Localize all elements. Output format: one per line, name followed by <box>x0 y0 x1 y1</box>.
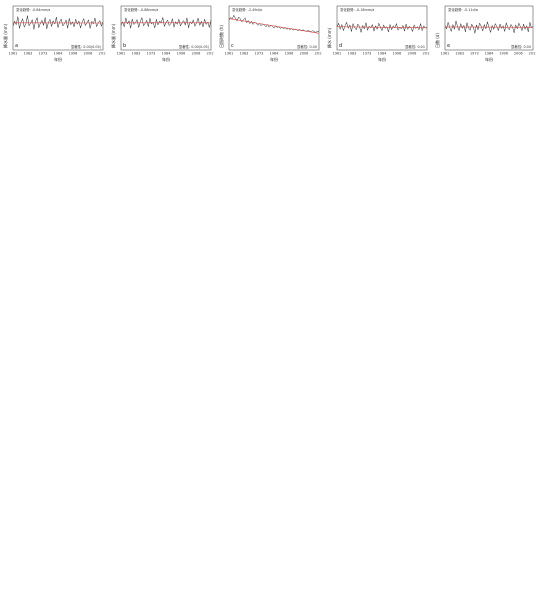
chart-svg-r1c3: 1961 1983 1973 1984 1996 2006 2017 变化趋势: -2.49d… <box>225 5 322 56</box>
trend-annotation: 变化趋势: -0.18mm/a <box>340 7 374 12</box>
x-tick-label: 1983 <box>240 52 249 56</box>
series-line <box>120 16 212 29</box>
x-tick-label: 1996 <box>285 52 294 56</box>
significance-annotation: 显著性: 0.00 <box>297 44 317 49</box>
significance-annotation: 显著性: 0.01 <box>405 44 425 49</box>
trend-annotation: 变化趋势: -0.84mm/a <box>16 7 50 12</box>
chart-panel-r1c2: 1961 1983 1973 1984 1996 2006 2017 变化趋势: -0.88m… <box>110 3 214 63</box>
trend-annotation: 变化趋势: -0.11d/a <box>448 7 478 12</box>
x-tick-label: 1983 <box>132 52 141 56</box>
x-axis-label: 年份 <box>485 57 493 62</box>
x-tick-label: 1973 <box>470 52 479 56</box>
significance-annotation: 显著性: 0.00(0.05) <box>71 44 102 49</box>
x-tick-label: 1984 <box>378 52 387 56</box>
panel-label: c <box>231 43 234 49</box>
x-tick-label: 1973 <box>147 52 156 56</box>
x-tick-label: 2017 <box>207 52 214 56</box>
x-tick-label: 1961 <box>333 52 342 56</box>
x-tick-label: 2017 <box>99 52 106 56</box>
series-line <box>12 15 104 30</box>
chart-panel-r1c5: 1961 1983 1973 1984 1996 2006 2017 变化趋势: -0.11d… <box>434 3 536 63</box>
x-tick-label: 1984 <box>485 52 494 56</box>
x-tick-label: 1996 <box>177 52 186 56</box>
x-tick-label: 1983 <box>348 52 357 56</box>
x-tick-label: 1973 <box>255 52 264 56</box>
panel-label: e <box>447 43 451 49</box>
trend-annotation: 变化趋势: -2.49d/a <box>232 7 262 12</box>
series-line <box>228 14 320 33</box>
panel-label: a <box>15 43 19 49</box>
x-tick-label: 1984 <box>162 52 171 56</box>
x-tick-label: 2017 <box>423 52 430 56</box>
chart-svg-r1c5: 1961 1983 1973 1984 1996 2006 2017 变化趋势: -0.11d… <box>441 5 536 56</box>
plot-frame <box>336 5 428 51</box>
x-tick-label: 2006 <box>84 52 93 56</box>
y-axis-label: 日数 (d) <box>435 33 440 48</box>
trend-line <box>336 26 428 29</box>
x-tick-label: 2017 <box>315 52 322 56</box>
panel-label: d <box>339 43 343 49</box>
chart-svg-r1c4: 1961 1983 1973 1984 1996 2006 2017 变化趋势: -0.18m… <box>333 5 430 56</box>
x-tick-label: 2006 <box>408 52 417 56</box>
trend-line <box>228 18 320 34</box>
chart-panel-r1c4: 1961 1983 1973 1984 1996 2006 2017 变化趋势: -0.18m… <box>326 3 430 63</box>
x-tick-label: 1983 <box>455 52 464 56</box>
chart-svg-r1c2: 1961 1983 1973 1984 1996 2006 2017 变化趋势: -0.88m… <box>117 5 214 56</box>
x-tick-label: 1984 <box>270 52 279 56</box>
chart-panel-r1c3: 1961 1983 1973 1984 1996 2006 2017 变化趋势: -2.49d… <box>218 3 322 63</box>
x-axis-label: 年份 <box>162 57 170 62</box>
x-tick-label: 1961 <box>225 52 234 56</box>
x-tick-label: 2006 <box>192 52 201 56</box>
chart-panel-r1c1: 1961 1983 1973 1984 1996 2006 2017 变化趋势: -0.84m… <box>2 3 106 63</box>
series-line <box>444 20 534 34</box>
x-axis-label: 年份 <box>270 57 278 62</box>
y-axis-label: 降水量 (mm) <box>111 23 116 48</box>
x-tick-label: 2017 <box>529 52 536 56</box>
plot-frame <box>228 5 320 51</box>
x-tick-label: 1984 <box>54 52 63 56</box>
x-tick-label: 1973 <box>39 52 48 56</box>
plot-frame <box>120 5 212 51</box>
series-line <box>336 21 428 33</box>
significance-annotation: 显著性: 0.00 <box>511 44 531 49</box>
x-tick-label: 2006 <box>514 52 523 56</box>
y-axis-label: 日照时数 (h) <box>219 25 224 48</box>
y-axis-label: 降水 (mm) <box>327 27 332 48</box>
plot-frame <box>444 5 534 51</box>
x-tick-label: 1996 <box>69 52 78 56</box>
panel-label: b <box>123 43 127 49</box>
plot-frame <box>12 5 104 51</box>
significance-annotation: 显著性: 0.00(0.05) <box>179 44 210 49</box>
x-tick-label: 1973 <box>363 52 372 56</box>
x-tick-label: 2006 <box>300 52 309 56</box>
trend-annotation: 变化趋势: -0.88mm/a <box>124 7 158 12</box>
x-tick-label: 1961 <box>9 52 18 56</box>
x-axis-label: 年份 <box>378 57 386 62</box>
x-tick-label: 1996 <box>499 52 508 56</box>
x-tick-label: 1961 <box>117 52 126 56</box>
y-axis-label: 降水量 (mm) <box>3 23 8 48</box>
x-tick-label: 1996 <box>393 52 402 56</box>
x-axis-label: 年份 <box>54 57 62 62</box>
x-tick-label: 1983 <box>24 52 33 56</box>
chart-svg-r1c1: 1961 1983 1973 1984 1996 2006 2017 变化趋势: -0.84m… <box>9 5 106 56</box>
x-tick-label: 1961 <box>441 52 450 56</box>
